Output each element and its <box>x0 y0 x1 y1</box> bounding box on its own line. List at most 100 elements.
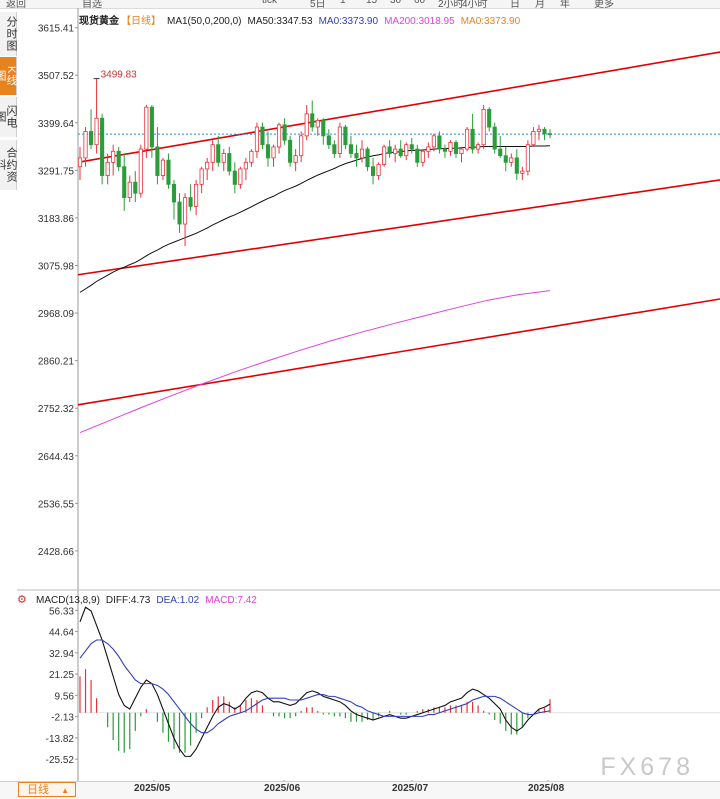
candle-body <box>398 148 403 157</box>
macd-y-tick-label: 56.33 <box>49 606 74 617</box>
toolbar-item[interactable]: 4小时 <box>462 0 488 9</box>
candle-body <box>260 126 265 146</box>
side-tab[interactable]: 合约资料 <box>0 140 17 190</box>
macd-y-tick-label: -13.82 <box>46 734 75 745</box>
candle-body <box>299 135 304 157</box>
period-tab-label: 日线 <box>27 784 49 796</box>
candle-body <box>304 113 309 137</box>
toolbar-item[interactable]: 自选 <box>82 0 102 9</box>
toolbar-item[interactable]: 返回 <box>6 0 26 9</box>
y-tick-label: 3615.41 <box>38 24 75 35</box>
macd-y-tick-label: 9.56 <box>55 691 75 702</box>
candle-body <box>348 144 353 154</box>
candle-body <box>188 197 193 207</box>
candle-body <box>254 126 259 152</box>
candle-body <box>503 155 508 163</box>
macd-y-tick-label: -25.52 <box>46 755 75 766</box>
candle-body <box>205 161 210 170</box>
toolbar-item[interactable]: 15 <box>366 0 378 6</box>
x-tick-label: 2025/06 <box>264 783 301 794</box>
toolbar-item[interactable]: tick <box>262 0 277 6</box>
bottom-bar <box>0 781 720 799</box>
toolbar-item[interactable]: 5日 <box>310 0 326 9</box>
y-tick-label: 2536.55 <box>38 499 75 510</box>
y-tick-label: 3291.75 <box>38 166 75 177</box>
candle-body <box>393 148 398 154</box>
candle-body <box>476 144 481 150</box>
candle-body <box>216 144 221 163</box>
candle-body <box>227 153 232 172</box>
toolbar-item[interactable]: 年 <box>560 0 570 9</box>
candle-body <box>415 148 420 163</box>
candle-body <box>282 124 287 141</box>
ma200-line <box>79 290 551 434</box>
macd-params[interactable]: MACD(13,8,9) <box>36 595 100 606</box>
toolbar-item[interactable]: 日 <box>510 0 520 9</box>
toolbar-item[interactable]: 1 <box>340 0 346 6</box>
candle-body <box>365 148 370 168</box>
watermark: FX678 <box>600 753 694 781</box>
toolbar-item[interactable]: 月 <box>535 0 545 9</box>
x-tick-label: 2025/08 <box>528 783 565 794</box>
diff-value: DIFF:4.73 <box>105 595 151 606</box>
candle-body <box>409 144 414 150</box>
ma0b-value: MA0:3373.90 <box>460 16 521 27</box>
y-tick-label: 3183.86 <box>38 214 75 225</box>
toolbar-item[interactable]: 更多 <box>594 0 614 9</box>
candle-body <box>249 150 254 163</box>
candle-body <box>122 166 127 198</box>
candle-body <box>271 146 276 159</box>
candle-body <box>221 153 226 163</box>
diff-line <box>79 606 551 757</box>
candle-body <box>470 128 475 150</box>
macd-y-tick-label: 21.25 <box>49 670 74 681</box>
y-tick-label: 3075.98 <box>38 261 75 272</box>
side-tab[interactable]: 闪电图 <box>0 97 17 137</box>
candle-body <box>442 148 447 152</box>
side-tab[interactable]: 分时图 <box>0 12 17 56</box>
candle-body <box>194 183 199 207</box>
candle-body <box>160 159 165 176</box>
y-tick-label: 3507.52 <box>38 71 75 82</box>
candle-body <box>83 131 88 159</box>
candle-body <box>265 144 271 159</box>
trendline <box>77 51 720 164</box>
side-tab[interactable]: K线图 <box>0 57 17 95</box>
candle-body <box>232 170 237 185</box>
candle-body <box>149 106 154 148</box>
y-tick-label: 2968.09 <box>38 309 75 320</box>
trendline <box>77 179 720 276</box>
candle-body <box>105 161 110 176</box>
period-tab[interactable]: 日线 ▲ <box>18 782 76 797</box>
candle-body <box>155 146 160 176</box>
candle-body <box>199 168 204 185</box>
ma50-value: MA50:3347.53 <box>247 16 313 27</box>
candle-body <box>525 144 530 172</box>
period-label: 【日线】 <box>121 16 161 27</box>
toolbar-item[interactable]: 30 <box>390 0 402 6</box>
candle-body <box>498 148 503 157</box>
candle-body <box>94 117 99 146</box>
x-tick-label: 2025/07 <box>392 783 429 794</box>
candle-body <box>536 128 541 132</box>
candle-body <box>437 135 442 150</box>
candle-body <box>326 135 331 146</box>
ma-params[interactable]: MA1(50,0,200,0) <box>167 16 242 27</box>
settings-gear-icon[interactable]: ⚙ <box>17 594 27 606</box>
candle-body <box>370 166 376 176</box>
candle-body <box>404 144 409 157</box>
trendline <box>77 298 720 406</box>
symbol-name: 现货黄金 <box>79 16 119 27</box>
candle-body <box>376 164 381 176</box>
candle-body <box>138 148 143 194</box>
candle-body <box>89 131 94 146</box>
toolbar-item[interactable]: 60 <box>414 0 426 6</box>
ma50-line <box>79 145 551 293</box>
candle-body <box>321 120 326 137</box>
toolbar-item[interactable]: 2小时 <box>438 0 464 9</box>
candle-body <box>315 120 320 128</box>
macd-y-tick-label: 32.94 <box>49 649 74 660</box>
candle-body <box>182 197 188 225</box>
candle-body <box>343 126 348 146</box>
